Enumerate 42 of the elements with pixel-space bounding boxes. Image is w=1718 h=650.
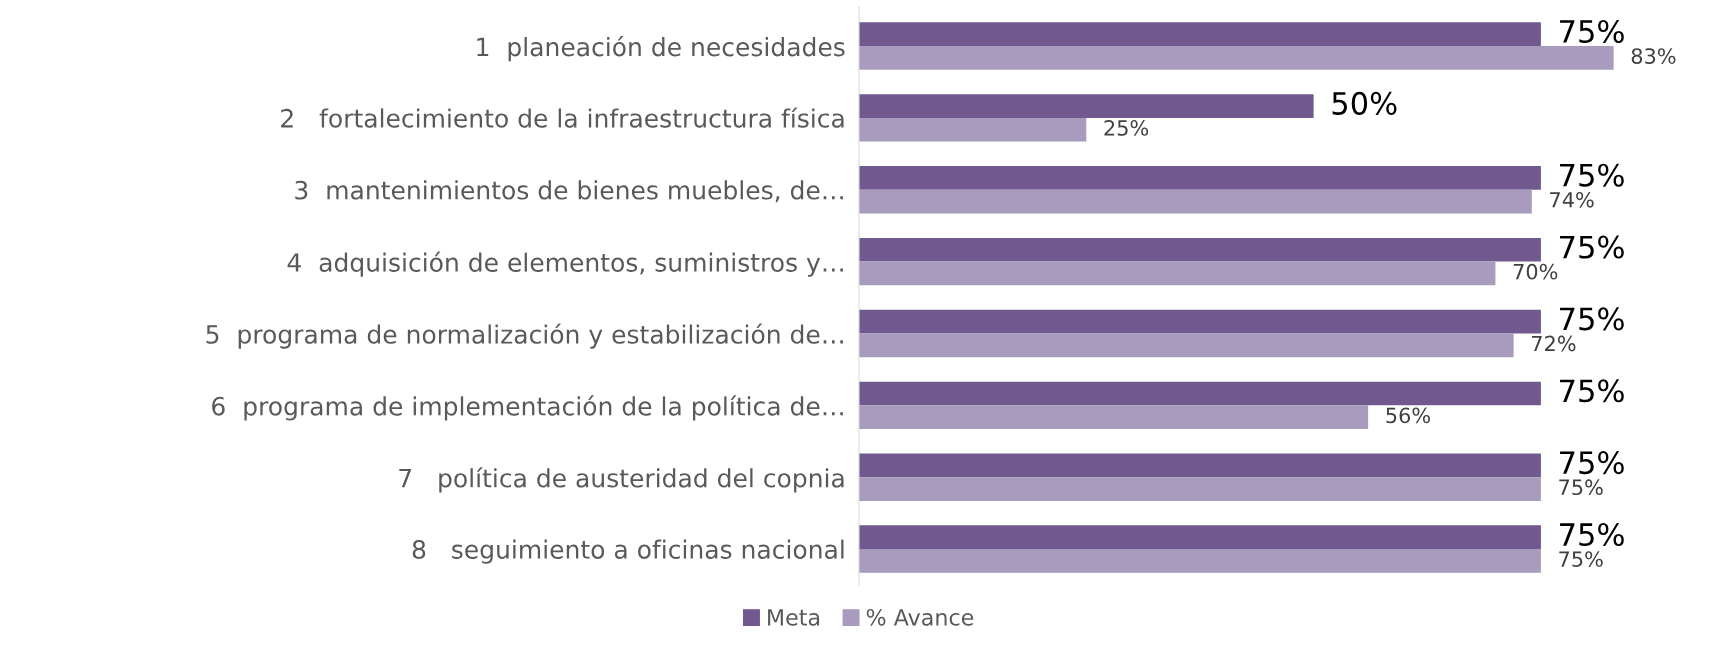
data-label: 75%: [1560, 522, 1624, 547]
bar: [859, 46, 1614, 70]
data-label: 25%: [1104, 120, 1149, 136]
data-label: 56%: [1386, 407, 1430, 424]
y-tick-label: 3 mantenimientos de bienes muebles, de…: [295, 180, 843, 203]
bar: [859, 189, 1532, 214]
bar: [859, 22, 1541, 47]
data-label: 75%: [1560, 379, 1624, 403]
bar: [859, 405, 1369, 430]
data-label: 70%: [1513, 263, 1558, 280]
data-label: 50%: [1332, 91, 1397, 115]
y-tick-label: 2 fortalecimiento de la infraestructura física: [281, 107, 844, 128]
y-tick-label: 6 programa de implementación de la política de…: [212, 395, 843, 421]
y-tick-label: 8 seguimiento a oficinas nacional: [412, 539, 844, 564]
data-label: 75%: [1559, 479, 1603, 496]
data-label: 75%: [1559, 551, 1603, 567]
y-tick-label: 7 política de austeridad del copnia: [399, 467, 844, 493]
data-label: 75%: [1560, 451, 1624, 475]
bar: [859, 166, 1541, 190]
data-label: 75%: [1560, 307, 1624, 331]
y-tick-label: 1 planeación de necesidades: [477, 36, 845, 62]
data-label: 75%: [1560, 163, 1624, 187]
bar: [859, 381, 1541, 406]
data-label: 72%: [1532, 335, 1576, 352]
bar: [859, 333, 1514, 358]
bar: [859, 117, 1087, 142]
bar: [859, 549, 1541, 573]
data-label: 75%: [1560, 235, 1624, 259]
data-label: 83%: [1631, 48, 1676, 64]
y-tick-label: 5 programa de normalización y estabilización de…: [206, 323, 843, 349]
bar: [859, 309, 1541, 334]
bar: [859, 525, 1541, 550]
bar: [859, 261, 1496, 286]
bar: [859, 94, 1314, 118]
bar: [859, 453, 1541, 478]
data-label: 75%: [1560, 19, 1624, 44]
bar: [859, 237, 1541, 262]
bar: [859, 477, 1541, 501]
legend-label: % Avance: [866, 608, 974, 626]
y-tick-label: 4 adquisición de elementos, suministros y…: [287, 251, 843, 277]
data-label: 74%: [1550, 191, 1594, 208]
legend-label: Meta: [768, 609, 820, 626]
